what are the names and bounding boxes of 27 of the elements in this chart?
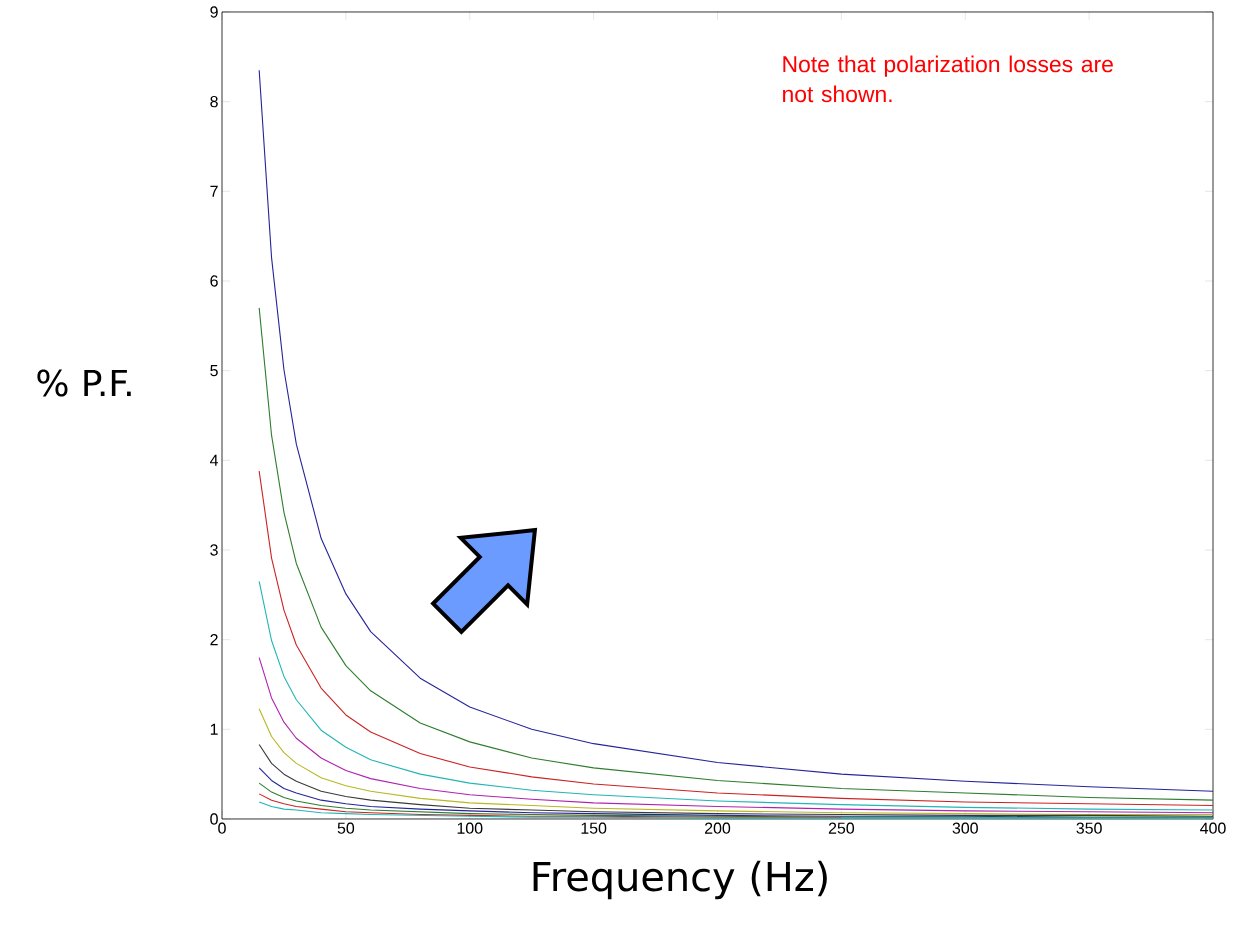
x-tick-label: 350 [1076, 822, 1102, 834]
y-tick-label: 1 [210, 723, 218, 735]
x-tick-label: 150 [581, 822, 607, 834]
x-tick-label: 400 [1200, 822, 1226, 834]
y-tick-label: 3 [210, 544, 218, 556]
x-tick-label: 50 [337, 822, 355, 834]
y-tick-label: 7 [210, 185, 218, 197]
y-tick-label: 8 [210, 96, 218, 108]
y-tick-label: 6 [210, 275, 218, 287]
x-tick-label: 250 [828, 822, 855, 834]
line-series [258, 580, 1214, 811]
y-axis-title: % P.F. [37, 369, 131, 397]
line-series [258, 307, 1214, 801]
y-tick-label: 2 [210, 634, 218, 646]
x-tick-label: 200 [705, 822, 731, 834]
x-tick-label: 0 [218, 822, 226, 834]
y-tick-label: 0 [210, 813, 218, 825]
y-tick-label: 4 [209, 454, 219, 466]
line-series [258, 657, 1214, 814]
line-series [258, 744, 1214, 817]
y-tick-label: 9 [210, 6, 218, 18]
line-series [258, 708, 1214, 816]
y-tick-label: 5 [210, 365, 218, 377]
x-tick-label: 100 [457, 822, 483, 834]
x-tick-label: 300 [952, 822, 978, 834]
x-axis-title: Frequency (Hz) [533, 860, 827, 900]
annotation: Note that polarization losses are not shown. [783, 55, 1113, 103]
